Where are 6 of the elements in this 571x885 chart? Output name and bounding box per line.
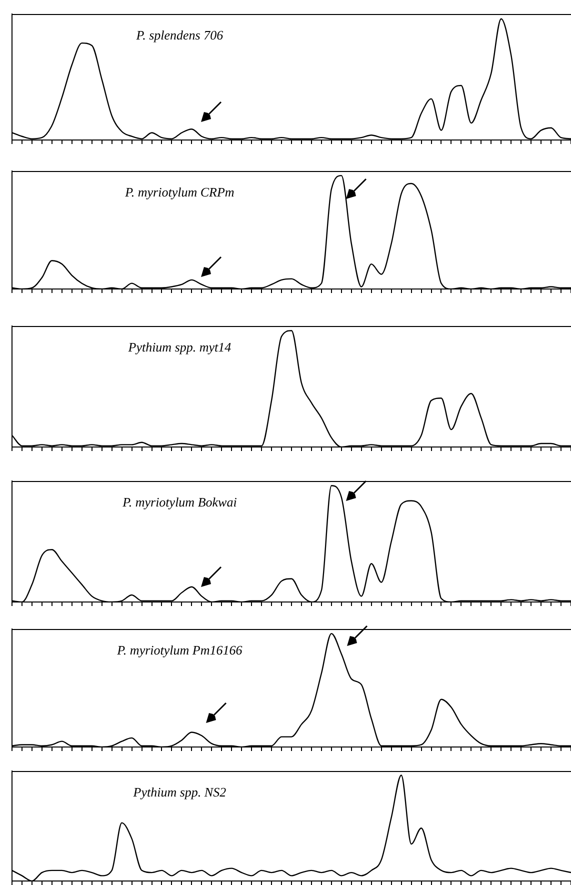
text: Pythium spp. myt14	[127, 339, 232, 354]
text: P. splendens 706	[135, 27, 224, 42]
text: P. myriotylum Pm16166	[116, 642, 243, 658]
text: P. myriotylum Bokwai	[122, 494, 238, 510]
text: P. myriotylum CRPm	[124, 184, 234, 200]
text: Pythium spp. NS2	[132, 784, 227, 800]
